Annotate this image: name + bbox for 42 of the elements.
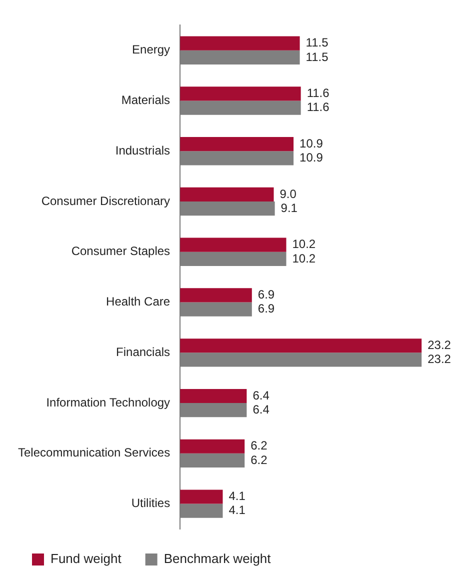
y-tick-label: Industrials xyxy=(115,143,170,158)
data-label: 9.0 xyxy=(280,186,297,201)
data-label: 10.2 xyxy=(292,251,316,266)
y-tick-label: Energy xyxy=(132,42,170,57)
bar xyxy=(180,137,294,152)
bar xyxy=(180,86,301,101)
data-label: 6.4 xyxy=(252,402,270,416)
data-label: 6.9 xyxy=(258,288,275,302)
data-label: 4.1 xyxy=(228,503,246,518)
data-label: 10.9 xyxy=(300,150,324,165)
bar xyxy=(180,288,252,302)
y-tick-label: Consumer Discretionary xyxy=(41,194,170,208)
data-label: 6.2 xyxy=(250,452,268,467)
data-label: 11.6 xyxy=(306,100,330,114)
legend-label: Benchmark weight xyxy=(164,551,272,566)
data-label: 10.9 xyxy=(300,136,324,150)
y-tick-label: Financials xyxy=(116,344,170,359)
y-tick-label: Consumer Staples xyxy=(71,244,170,258)
bar xyxy=(180,388,247,404)
y-tick-label: Materials xyxy=(121,93,170,108)
data-label: 4.1 xyxy=(228,489,246,504)
data-label: 6.2 xyxy=(250,438,268,453)
bar xyxy=(180,187,274,202)
data-label: 11.5 xyxy=(306,50,329,64)
data-label: 6.9 xyxy=(258,302,275,316)
data-label: 10.2 xyxy=(292,237,316,252)
data-label: 11.6 xyxy=(306,86,330,100)
data-label: 6.4 xyxy=(252,388,270,402)
bar xyxy=(180,490,223,504)
data-label: 23.2 xyxy=(428,338,452,352)
y-tick-label: Health Care xyxy=(106,294,170,309)
y-tick-label: Information Technology xyxy=(46,395,170,410)
y-tick-label: Utilities xyxy=(131,496,170,510)
data-label: 23.2 xyxy=(428,352,452,366)
bar xyxy=(180,439,245,454)
bar xyxy=(180,338,422,353)
y-tick-label: Telecommunication Services xyxy=(18,446,170,460)
data-label: 9.1 xyxy=(280,200,298,215)
bar xyxy=(180,36,300,50)
data-label: 11.5 xyxy=(306,36,329,50)
bar xyxy=(180,238,286,252)
legend-label: Fund weight xyxy=(50,551,122,566)
